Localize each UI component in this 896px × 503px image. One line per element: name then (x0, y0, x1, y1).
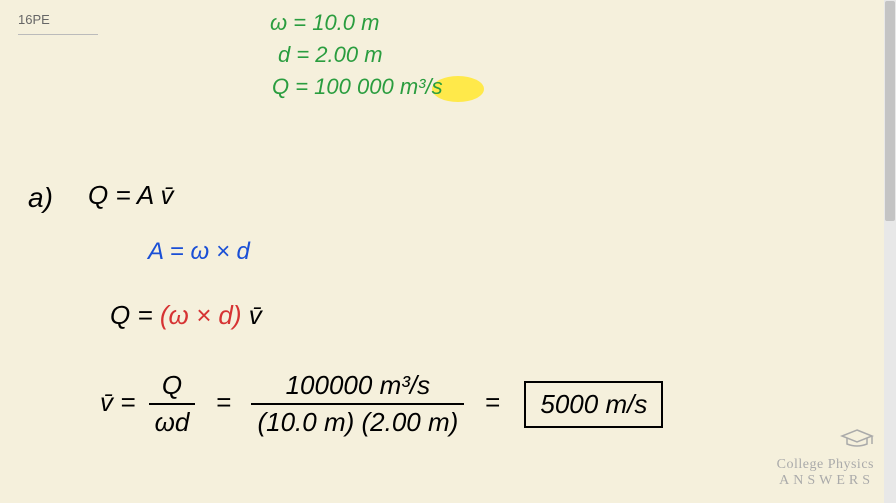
equals-1: = (209, 387, 246, 417)
logo-line1: College Physics (777, 457, 874, 473)
frac2-denominator: (10.0 m) (2.00 m) (251, 405, 464, 438)
eq4-lhs: v̄ = (100, 387, 143, 417)
given-q-lhs: Q = 100 000 (272, 74, 394, 99)
watermark-logo: College Physics ANSWERS (777, 427, 874, 489)
scrollbar-thumb[interactable] (885, 1, 895, 221)
graduation-cap-icon (777, 427, 874, 457)
equation-solve-v: v̄ = Q ωd = 100000 m³/s (10.0 m) (2.00 m… (100, 370, 663, 438)
eq3-substitution: (ω × d) (160, 300, 242, 330)
equation-area: A = ω × d (148, 238, 250, 266)
part-a-label: a) (28, 182, 53, 214)
eq3-lhs: Q = (110, 300, 160, 330)
problem-number: 16PE (18, 12, 50, 31)
fraction-symbolic: Q ωd (149, 370, 196, 438)
frac2-numerator: 100000 m³/s (251, 370, 464, 405)
equation-q-substituted: Q = (ω × d) v̄ (110, 300, 262, 331)
given-flowrate: Q = 100 000 m³/s (272, 74, 443, 100)
given-width: ω = 10.0 m (270, 10, 379, 36)
eq3-rhs: v̄ (242, 300, 262, 330)
equation-q-av: Q = A v̄ (88, 180, 174, 211)
given-depth: d = 2.00 m (278, 42, 383, 68)
frac1-numerator: Q (149, 370, 196, 405)
frac1-denominator: ωd (149, 405, 196, 438)
fraction-numeric: 100000 m³/s (10.0 m) (2.00 m) (251, 370, 464, 438)
divider (18, 34, 98, 35)
equals-2: = (478, 387, 508, 417)
answer-box: 5000 m/s (524, 381, 663, 428)
given-q-unit: m³/s (400, 74, 443, 99)
scrollbar-track[interactable] (884, 0, 896, 503)
logo-line2: ANSWERS (777, 473, 874, 489)
